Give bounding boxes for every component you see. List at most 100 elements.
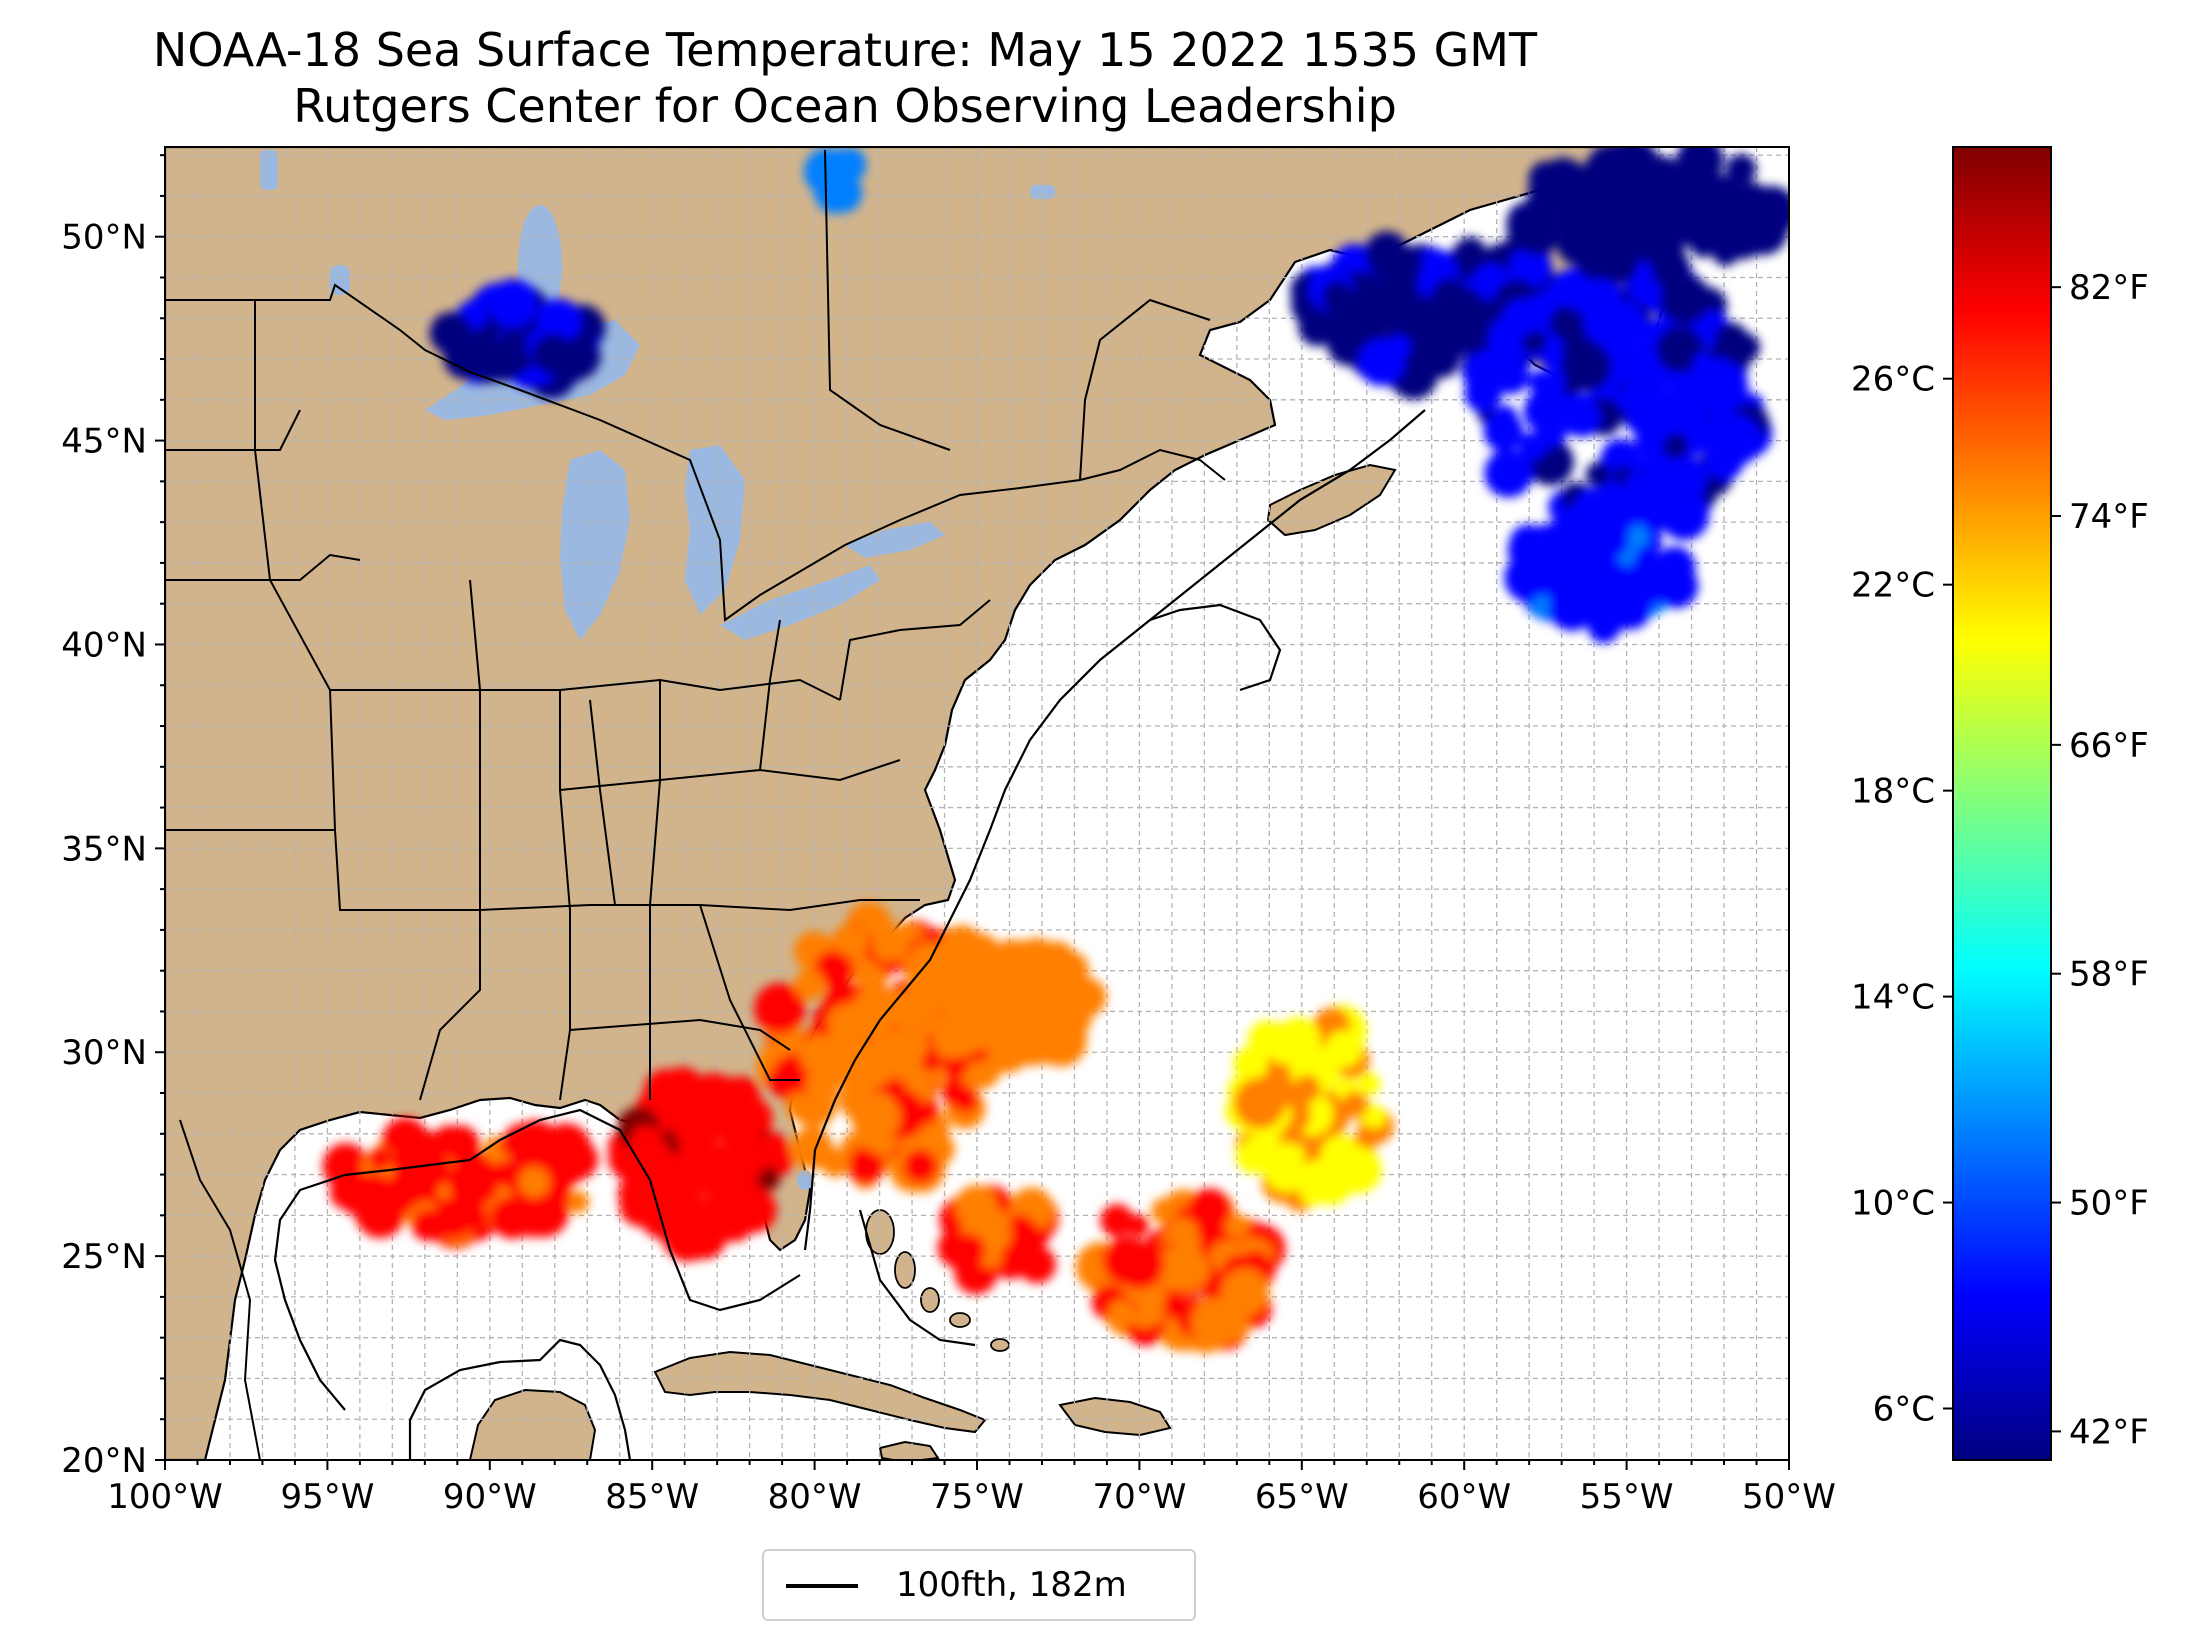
isobath-100fth <box>273 409 1426 1460</box>
sst-labrador <box>1506 147 1789 290</box>
state-border-10 <box>699 904 800 1081</box>
lon-label: 75°W <box>930 1477 1024 1517</box>
sst-patch <box>1521 328 1547 354</box>
sst-scotian-shelf <box>1504 486 1699 644</box>
sst-patch <box>1603 571 1650 618</box>
sst-patch <box>1533 168 1567 202</box>
sst-patch <box>1588 486 1639 537</box>
sst-patch <box>905 941 954 990</box>
sst-patch <box>1554 201 1600 247</box>
sst-patch <box>1483 411 1524 452</box>
legend-label: 100fth, 182m <box>896 1565 1127 1605</box>
state-border-14 <box>179 1119 261 1460</box>
sst-patch <box>846 1146 885 1185</box>
sst-patch <box>1605 335 1640 370</box>
lon-label: 50°W <box>1742 1477 1836 1517</box>
sst-patch <box>1509 524 1549 563</box>
celsius-label: 26°C <box>1851 360 1935 400</box>
celsius-labels: 6°C 10°C 14°C 18°C 22°C 26°C <box>1851 360 1953 1430</box>
latitude-labels: 20°N 25°N 30°N 35°N 40°N 45°N 50°N <box>61 218 147 1481</box>
sst-gulf-east <box>607 1066 794 1262</box>
sst-patch <box>942 1052 969 1079</box>
isobath-gulf <box>273 1108 801 1411</box>
lon-label: 90°W <box>443 1477 537 1517</box>
sst-patch <box>1221 1268 1269 1317</box>
sst-patch <box>1484 449 1533 498</box>
sst-patch <box>1666 463 1706 503</box>
sst-patch <box>1567 400 1601 435</box>
sst-patch <box>1235 1138 1272 1174</box>
celsius-label: 18°C <box>1851 772 1935 812</box>
sst-patch <box>1053 998 1076 1021</box>
sst-patch <box>439 1125 480 1166</box>
us-canada-border <box>165 283 1226 622</box>
sst-patch <box>617 1179 644 1206</box>
fahrenheit-label: 74°F <box>2069 497 2149 537</box>
jamaica-land <box>878 1440 940 1460</box>
sst-data <box>322 147 1789 1354</box>
legend-line-swatch <box>786 1584 858 1588</box>
sst-patch <box>785 1092 813 1120</box>
sst-patch <box>1542 348 1566 372</box>
sst-patch <box>1107 1300 1135 1327</box>
sst-offshore-3 <box>1224 1005 1395 1212</box>
state-border-15 <box>589 699 616 906</box>
sst-patch <box>1492 358 1529 395</box>
sst-patch <box>1321 280 1355 313</box>
sst-patch <box>1379 238 1407 266</box>
state-border-16 <box>1079 298 1211 481</box>
sst-patch <box>1155 1246 1201 1292</box>
sst-patch <box>1040 941 1075 976</box>
sst-patch <box>643 1068 688 1113</box>
sst-patch <box>1570 515 1595 539</box>
sst-patch <box>1126 1214 1149 1237</box>
sst-patch <box>767 1137 790 1160</box>
sst-patch <box>532 333 574 375</box>
sst-lake-superior <box>429 278 606 399</box>
fahrenheit-label: 50°F <box>2069 1184 2149 1224</box>
cuba-land <box>653 1350 987 1434</box>
chart-subtitle: Rutgers Center for Ocean Observing Leade… <box>293 79 1397 133</box>
sst-patch <box>1640 223 1676 259</box>
sst-patch <box>504 335 527 358</box>
sst-patch <box>1561 341 1612 392</box>
sst-patch <box>901 987 941 1027</box>
sst-patch <box>1676 147 1724 184</box>
isobath-bahamas <box>858 1209 976 1347</box>
sst-patch <box>460 1202 488 1230</box>
sst-patch <box>1009 1214 1032 1237</box>
sst-patch <box>1726 153 1757 185</box>
sst-patch <box>510 1120 560 1170</box>
sst-patch <box>954 1089 978 1114</box>
sst-grand-banks <box>1464 252 1773 541</box>
sst-patch <box>1187 1195 1222 1231</box>
sst-patch <box>1320 1134 1361 1175</box>
sst-patch <box>825 957 854 986</box>
sst-patch <box>994 976 1030 1011</box>
sst-patch <box>1191 1297 1241 1347</box>
fahrenheit-labels: 42°F 50°F 58°F 66°F 74°F 82°F <box>2051 268 2149 1452</box>
state-border-3 <box>165 829 920 912</box>
sst-patch <box>566 1190 590 1213</box>
bahamas-islands <box>865 1209 1010 1352</box>
sst-patch <box>955 1184 998 1228</box>
lat-label: 45°N <box>61 422 147 462</box>
sst-patch <box>1151 1197 1178 1224</box>
longitude-labels: 100°W 95°W 90°W 85°W 80°W 75°W 70°W 65°W 60°W 55°… <box>107 1477 1836 1517</box>
lon-label: 55°W <box>1580 1477 1674 1517</box>
state-border-12 <box>839 599 991 701</box>
sst-patch <box>1672 211 1707 245</box>
sst-patch <box>1625 368 1667 410</box>
sst-patch <box>1354 272 1380 298</box>
sst-patch <box>1225 1214 1250 1239</box>
sst-patch <box>550 1169 571 1191</box>
isobath-gulf-of-maine <box>1149 603 1282 692</box>
lat-label: 40°N <box>61 625 147 665</box>
lake-ontario <box>845 522 945 558</box>
sst-patch <box>1452 239 1484 270</box>
sst-patch <box>730 1151 762 1183</box>
sst-patch <box>626 1134 671 1180</box>
sst-patch <box>348 1172 397 1221</box>
sst-bahamas <box>937 1184 1059 1295</box>
sst-patch <box>1378 260 1419 301</box>
